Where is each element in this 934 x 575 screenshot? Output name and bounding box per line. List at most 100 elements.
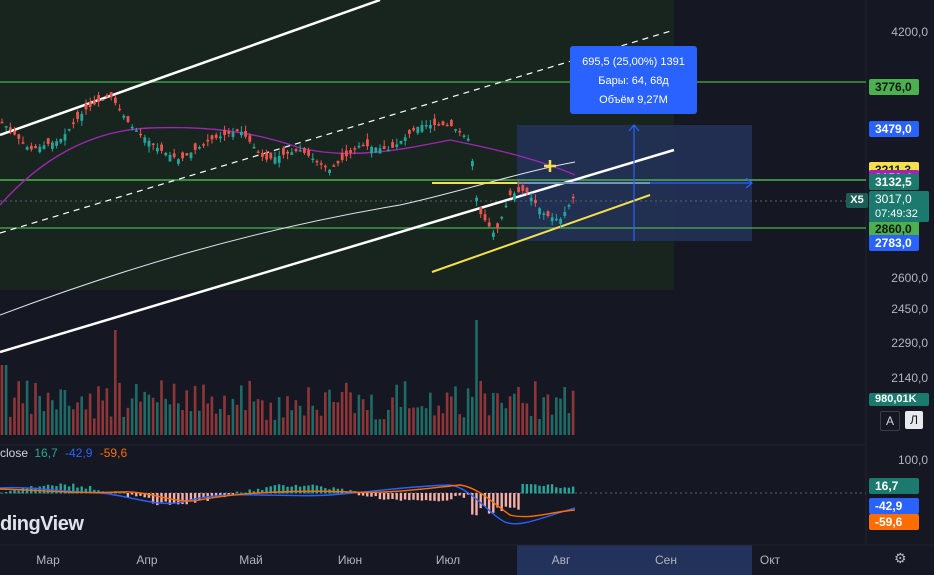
volume-bar [286,396,289,435]
macd-tag: -59,6 [869,514,919,530]
macd-hist-bar [88,485,92,494]
macd-hist-bar [563,487,566,494]
volume-bar [21,403,25,435]
price-tag: 2860,0 [869,221,919,238]
price-axis-label: 2140,0 [891,371,928,385]
time-axis-label: Май [239,553,263,567]
macd-tag: -42,9 [869,498,919,514]
candle-body [395,144,399,148]
candle-body [164,152,168,156]
candle-body [336,160,340,164]
candle-body [118,108,121,111]
macd-hist-bar [198,493,201,500]
macd-hist-bar [416,493,419,501]
volume-bar [542,397,545,435]
price-tag: 2783,0 [869,235,919,252]
volume-bar [193,385,197,435]
macd-hist-bar [265,487,268,494]
yellow-support [431,194,651,273]
macd-hist-bar [286,486,289,494]
volume-tag: 980,01K [869,393,929,406]
candle-body [529,197,533,202]
candle-body [471,161,474,167]
volume-bar [240,385,243,435]
log-scale-button[interactable]: Л [905,411,923,429]
macd-hist-bar [231,493,235,495]
volume-bar [508,396,512,435]
candle-body [252,146,256,149]
candle-body [294,148,298,152]
candle-body [492,232,495,237]
macd-hist-bar [59,483,62,494]
macd-hist-bar [450,493,453,500]
candle-body [105,94,109,97]
volume-bar [210,396,214,435]
candle-body [441,121,445,125]
volume-bar [403,381,407,435]
volume-bar [496,393,499,435]
candle-body [538,208,541,215]
macd-hist-bar [357,493,361,496]
candle-body [483,214,487,221]
candle-body [46,138,50,144]
candle-body [508,190,512,195]
macd-hist-bar [496,493,499,508]
time-axis-label: Июл [435,553,461,567]
volume-bar [244,410,247,435]
macd-hist-bar [437,493,440,502]
macd-tag: 16,7 [869,478,919,494]
volume-bar [126,407,130,435]
volume-bar [517,386,520,435]
macd-hist-bar [303,485,306,494]
volume-bar [303,415,306,435]
volume-bar [492,392,495,435]
volume-bar [441,413,445,435]
candle-body [210,135,214,140]
macd-hist-bar [395,493,398,500]
macd-hist-bar [471,493,474,515]
candle-body [391,142,394,148]
macd-hist-bar [319,486,323,494]
candle-body [387,149,390,152]
volume-bar [290,410,293,435]
candle-body [72,122,75,124]
candle-body [307,150,310,156]
macd-legend[interactable]: close 16,7 -42,9 -59,6 [0,446,127,460]
volume-bar [424,408,428,435]
macd-hist-bar [282,485,285,494]
volume-bar [559,398,562,435]
candle-body [525,187,529,193]
volume-bar [328,389,331,435]
candle-body [4,126,8,128]
macd-hist-bar [210,493,214,497]
volume-bar [34,382,37,435]
macd-hist-bar [462,493,466,498]
volume-bar [471,396,474,435]
time-axis-label: Окт [759,553,781,567]
settings-icon[interactable]: ⚙ [894,550,907,566]
volume-bar [63,390,67,435]
volume-bar [332,401,335,435]
candle-body [273,157,277,164]
candle-body [399,140,403,144]
macd-hist-bar [156,493,159,506]
volume-bar [450,396,453,435]
measure-bars: Бары: 64, 68д [598,75,669,87]
candle-body [101,99,105,101]
volume-bar [445,392,449,435]
macd-hist-bar [408,493,411,501]
volume-bar [202,384,205,435]
macd-hist-bar [240,492,243,494]
price-axis-label: 4200,0 [891,25,928,39]
macd-hist-bar [546,484,550,494]
auto-scale-button[interactable]: А [880,411,900,431]
volume-bar [370,394,373,435]
candle-body [420,125,424,132]
macd-hist-bar [555,487,558,494]
volume-bar [374,419,377,435]
candle-body [424,125,428,127]
macd-hist-bar [139,493,142,496]
macd-hist-bar [412,493,415,500]
volume-bar [546,394,550,435]
